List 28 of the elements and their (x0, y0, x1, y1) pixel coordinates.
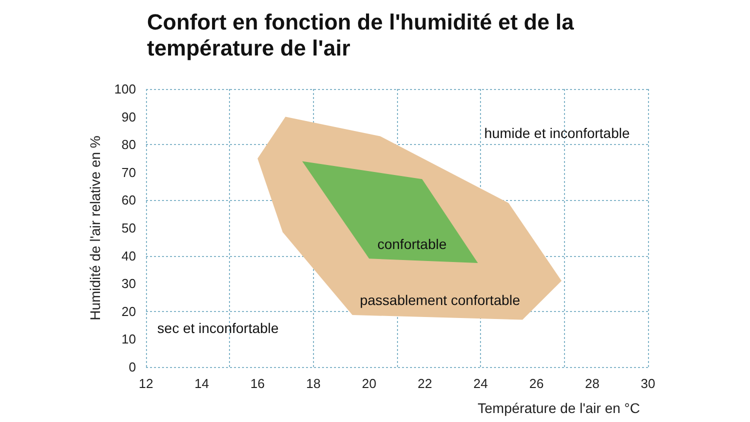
y-tick-label: 70 (122, 164, 136, 180)
annotation: confortable (377, 236, 447, 252)
x-tick-label: 22 (418, 376, 432, 391)
y-tick-label: 90 (122, 109, 136, 124)
annotation: humide et inconfortable (484, 125, 630, 141)
y-tick-label: 0 (128, 360, 136, 374)
x-tick-label: 20 (362, 376, 376, 391)
chart-title: Confort en fonction de l'humidité et de la température de l'air (147, 10, 580, 60)
y-axis-title: Humidité de l'air relative en % (87, 136, 103, 320)
x-axis-title: Température de l'air en °C (478, 400, 640, 416)
x-tick-label: 18 (306, 376, 321, 391)
x-tick-label: 28 (584, 376, 600, 391)
y-tick-label: 80 (122, 137, 136, 152)
y-tick-label: 50 (122, 220, 136, 236)
x-tick-label: 30 (640, 376, 656, 391)
x-tick-label: 16 (250, 376, 265, 391)
x-tick-label: 14 (194, 376, 210, 391)
y-tick-label: 100 (114, 82, 136, 96)
y-tick-label: 20 (122, 304, 136, 319)
y-tick-label: 40 (122, 248, 136, 264)
annotation: sec et inconfortable (157, 320, 279, 336)
y-tick-label: 10 (122, 332, 136, 347)
x-tick-label: 26 (529, 376, 544, 391)
y-tick-label: 30 (122, 276, 136, 292)
x-tick-label: 24 (473, 376, 488, 391)
annotation: passablement confortable (360, 292, 520, 308)
x-tick-label: 12 (138, 376, 154, 391)
y-tick-label: 60 (122, 192, 136, 208)
